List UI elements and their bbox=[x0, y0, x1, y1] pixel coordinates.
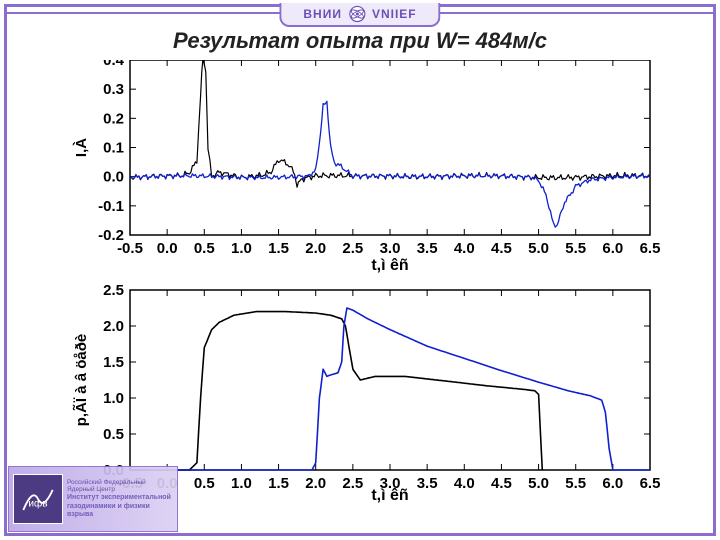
footer-text: Российский Федеральный Ядерный Центр Инс… bbox=[67, 479, 173, 520]
svg-text:I,À: I,À bbox=[73, 138, 90, 157]
svg-text:5.0: 5.0 bbox=[528, 475, 549, 492]
brand-right: VNIIEF bbox=[372, 7, 417, 21]
svg-text:2.5: 2.5 bbox=[103, 282, 124, 299]
svg-text:5.5: 5.5 bbox=[565, 475, 586, 492]
svg-text:6.5: 6.5 bbox=[640, 475, 660, 492]
svg-text:4.0: 4.0 bbox=[454, 240, 475, 257]
svg-text:3.0: 3.0 bbox=[380, 240, 401, 257]
svg-text:0.0: 0.0 bbox=[103, 169, 124, 186]
svg-text:3.5: 3.5 bbox=[417, 475, 438, 492]
page-title: Результат опыта при W= 484м/с bbox=[0, 28, 720, 54]
footer-badge: ифв Российский Федеральный Ядерный Центр… bbox=[8, 466, 178, 532]
svg-text:4.5: 4.5 bbox=[491, 240, 512, 257]
svg-text:0.2: 0.2 bbox=[103, 110, 124, 127]
svg-text:-0.2: -0.2 bbox=[98, 227, 124, 244]
svg-text:t,ì êñ: t,ì êñ bbox=[371, 257, 408, 274]
svg-text:0.0: 0.0 bbox=[157, 240, 178, 257]
svg-text:4.5: 4.5 bbox=[491, 475, 512, 492]
header-strip: ВНИИ VNIIEF bbox=[0, 0, 720, 28]
svg-text:2.0: 2.0 bbox=[103, 318, 124, 335]
chart-area: -0.50.00.51.01.52.02.53.03.54.04.55.05.5… bbox=[60, 60, 660, 500]
svg-text:4.0: 4.0 bbox=[454, 475, 475, 492]
svg-text:1.5: 1.5 bbox=[103, 354, 124, 371]
svg-text:-0.1: -0.1 bbox=[98, 198, 124, 215]
svg-text:0.5: 0.5 bbox=[194, 240, 215, 257]
svg-text:0.4: 0.4 bbox=[103, 60, 125, 69]
svg-text:2.5: 2.5 bbox=[342, 240, 363, 257]
svg-text:1.5: 1.5 bbox=[268, 475, 289, 492]
svg-text:5.5: 5.5 bbox=[565, 240, 586, 257]
slide-page: ВНИИ VNIIEF Результат опыта при W= 484м/… bbox=[0, 0, 720, 540]
svg-text:6.0: 6.0 bbox=[602, 475, 623, 492]
svg-text:5.0: 5.0 bbox=[528, 240, 549, 257]
svg-text:1.5: 1.5 bbox=[268, 240, 289, 257]
brand-logo-icon bbox=[348, 5, 366, 23]
svg-text:2.0: 2.0 bbox=[305, 475, 326, 492]
brand-left: ВНИИ bbox=[303, 7, 342, 21]
footer-icon-label: ифв bbox=[28, 497, 47, 509]
svg-text:t,ì êñ: t,ì êñ bbox=[371, 487, 408, 504]
svg-text:3.5: 3.5 bbox=[417, 240, 438, 257]
svg-text:6.5: 6.5 bbox=[640, 240, 660, 257]
svg-text:2.0: 2.0 bbox=[305, 240, 326, 257]
svg-text:0.5: 0.5 bbox=[194, 475, 215, 492]
footer-logo-icon: ифв bbox=[13, 474, 63, 524]
svg-text:1.0: 1.0 bbox=[103, 390, 124, 407]
svg-text:1.0: 1.0 bbox=[231, 240, 252, 257]
svg-text:1.0: 1.0 bbox=[231, 475, 252, 492]
footer-line: газодинамики и физики взрыва bbox=[67, 503, 173, 520]
svg-text:0.5: 0.5 bbox=[103, 426, 124, 443]
svg-text:0.1: 0.1 bbox=[103, 140, 124, 157]
svg-text:0.3: 0.3 bbox=[103, 81, 124, 98]
footer-line: Институт экспериментальной bbox=[67, 494, 173, 502]
brand-tab: ВНИИ VNIIEF bbox=[279, 3, 440, 27]
chart-svg: -0.50.00.51.01.52.02.53.03.54.04.55.05.5… bbox=[60, 60, 660, 510]
svg-text:6.0: 6.0 bbox=[602, 240, 623, 257]
svg-text:p,ÃÏ à â öåðè: p,ÃÏ à â öåðè bbox=[72, 334, 90, 427]
svg-text:2.5: 2.5 bbox=[342, 475, 363, 492]
